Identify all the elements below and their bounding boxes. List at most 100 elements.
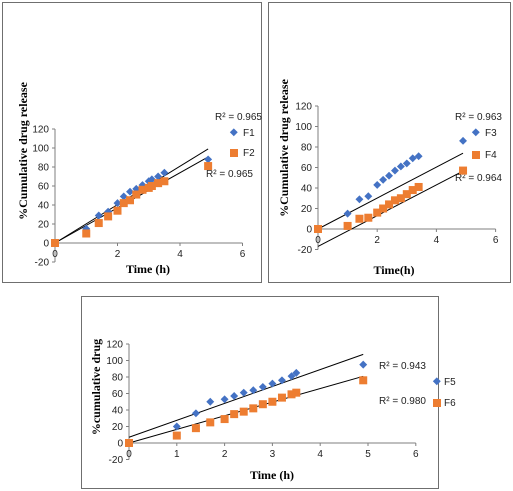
x-tick-label: 0 bbox=[126, 449, 132, 460]
data-point-f2 bbox=[147, 182, 156, 190]
y-tick-label: 0 bbox=[43, 239, 49, 250]
x-tick-label: 4 bbox=[434, 235, 440, 246]
legend: F5 F6 bbox=[432, 377, 456, 409]
data-point-f3 bbox=[402, 159, 411, 168]
y-tick-label: 0 bbox=[306, 225, 312, 236]
data-point-f3 bbox=[379, 175, 388, 184]
trendline-f1 bbox=[54, 148, 209, 244]
y-tick-label: 120 bbox=[295, 102, 312, 113]
x-tick-label: 6 bbox=[413, 449, 419, 460]
data-point-f6 bbox=[258, 400, 267, 409]
data-point-f6 bbox=[359, 376, 368, 385]
x-axis-title: Time (h) bbox=[250, 468, 294, 482]
data-point-f4 bbox=[408, 186, 417, 195]
y-tick-label: 80 bbox=[301, 143, 313, 154]
x-tick-label: 2 bbox=[222, 449, 228, 460]
data-point-f3 bbox=[391, 166, 399, 175]
x-tick-label: 2 bbox=[115, 249, 121, 260]
data-point-f4 bbox=[396, 194, 405, 203]
data-point-f2 bbox=[82, 229, 91, 238]
y-tick-label: 80 bbox=[112, 373, 124, 384]
data-point-f6 bbox=[268, 397, 277, 406]
data-point-f3 bbox=[459, 136, 467, 145]
y-tick-label: 20 bbox=[301, 204, 313, 215]
data-point-f1 bbox=[147, 175, 156, 184]
legend-label-f3: F3 bbox=[485, 128, 497, 139]
x-tick-label: 0 bbox=[52, 249, 58, 260]
data-point-f3 bbox=[364, 192, 373, 201]
data-point-f6 bbox=[287, 390, 296, 399]
y-tick-label: -20 bbox=[298, 245, 313, 256]
r2-label-f2: R² = 0.965 bbox=[206, 169, 253, 180]
data-point-f6 bbox=[249, 404, 258, 413]
x-tick-label: 1 bbox=[174, 449, 180, 460]
data-point-f4 bbox=[355, 214, 364, 223]
data-point-f4 bbox=[379, 204, 388, 213]
data-point-f6 bbox=[230, 410, 239, 419]
data-point-f6 bbox=[220, 415, 229, 424]
data-point-f5 bbox=[292, 368, 301, 377]
data-point-f3 bbox=[408, 154, 417, 163]
x-tick-label: 6 bbox=[493, 235, 499, 246]
y-tick-label: 100 bbox=[106, 356, 123, 367]
data-point-f6 bbox=[125, 439, 133, 447]
chart-f3-f4: %Cumulative drug release Time(h) R² = 0.… bbox=[277, 78, 502, 277]
data-point-f4 bbox=[385, 200, 394, 209]
chart-panel-f1-f2: %Cumulative drug release Time (h) R² = 0… bbox=[2, 2, 262, 283]
data-point-f3 bbox=[355, 195, 364, 204]
data-point-f6 bbox=[239, 407, 248, 416]
legend-label-f1: F1 bbox=[243, 128, 255, 139]
data-point-f4 bbox=[459, 166, 468, 175]
data-point-f1 bbox=[94, 211, 103, 220]
y-tick-label: 120 bbox=[32, 125, 49, 136]
data-point-f6 bbox=[277, 393, 286, 402]
data-point-f6 bbox=[172, 431, 181, 440]
y-tick-label: 60 bbox=[38, 182, 50, 193]
data-point-f2 bbox=[154, 179, 163, 188]
data-point-f1 bbox=[119, 192, 128, 201]
data-point-f5 bbox=[359, 360, 368, 369]
y-tick-label: 0 bbox=[117, 439, 123, 450]
legend-marker-f1 bbox=[229, 128, 238, 137]
data-point-f2 bbox=[138, 185, 147, 194]
r2-label-f1: R² = 0.965 bbox=[215, 112, 262, 123]
r2-label-f4: R² = 0.964 bbox=[455, 173, 502, 184]
legend-marker-f4 bbox=[472, 151, 480, 159]
x-axis-title: Time(h) bbox=[373, 263, 414, 277]
data-point-f1 bbox=[160, 168, 169, 177]
x-tick-label: 4 bbox=[177, 249, 183, 260]
y-tick-label: 80 bbox=[38, 163, 50, 174]
legend-marker-f2 bbox=[230, 149, 238, 157]
y-axis-title: %Cumulative drug release bbox=[16, 81, 30, 219]
legend-marker-f6 bbox=[433, 399, 441, 407]
r2-label-f6: R² = 0.980 bbox=[379, 396, 426, 407]
data-point-f6 bbox=[292, 388, 301, 397]
data-point-f6 bbox=[191, 424, 200, 433]
data-point-f2 bbox=[51, 239, 59, 247]
r2-label-f3: R² = 0.963 bbox=[455, 112, 502, 123]
data-point-f5 bbox=[172, 422, 181, 431]
legend-label-f5: F5 bbox=[444, 377, 456, 388]
data-point-f4 bbox=[402, 190, 411, 199]
data-point-f5 bbox=[220, 395, 229, 404]
x-tick-label: 4 bbox=[317, 449, 323, 460]
y-tick-label: 40 bbox=[38, 201, 50, 212]
data-point-f4 bbox=[373, 208, 382, 217]
data-point-f2 bbox=[119, 199, 128, 208]
trendline-f5 bbox=[128, 353, 364, 438]
data-point-f5 bbox=[249, 386, 258, 395]
data-point-f3 bbox=[414, 152, 423, 161]
data-point-f5 bbox=[206, 397, 215, 406]
y-axis-title: %Cumulative drug release bbox=[277, 78, 291, 216]
legend-label-f4: F4 bbox=[485, 150, 497, 161]
y-axis-title: %cumulative drug bbox=[89, 339, 103, 435]
chart-f1-f2: %Cumulative drug release Time (h) R² = 0… bbox=[16, 81, 262, 276]
trendline-f3 bbox=[317, 152, 464, 230]
chart-panel-f3-f4: %Cumulative drug release Time(h) R² = 0.… bbox=[268, 2, 511, 283]
legend-label-f2: F2 bbox=[243, 148, 255, 159]
x-tick-label: 6 bbox=[240, 249, 246, 260]
y-tick-label: 60 bbox=[301, 163, 313, 174]
data-point-f1 bbox=[113, 199, 122, 208]
